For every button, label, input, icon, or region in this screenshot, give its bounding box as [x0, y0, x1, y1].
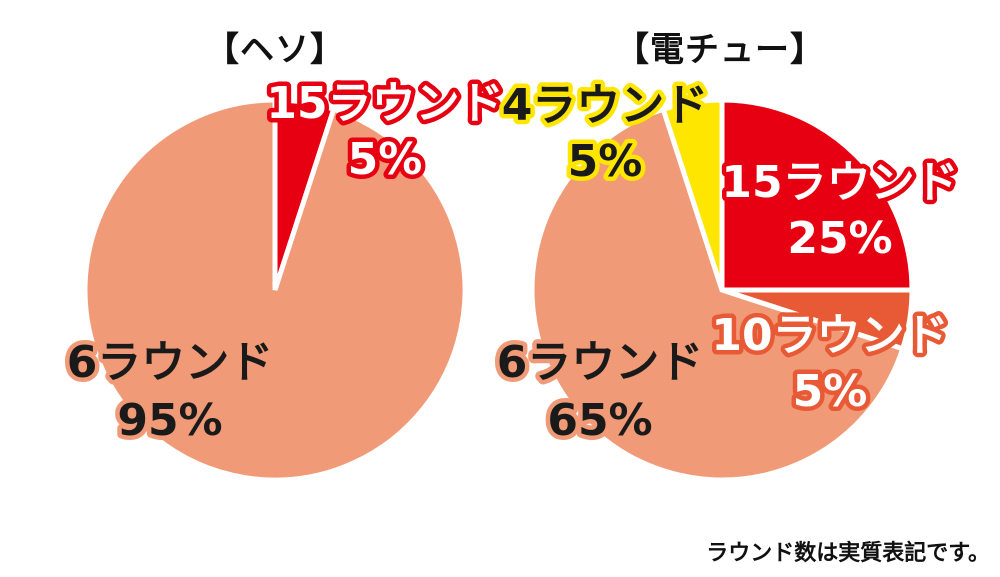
- denchu-slice-4-round: [660, 97, 725, 291]
- heso-label-6-round: 6ラウンド: [67, 337, 274, 388]
- denchu-label-10-round: 10ラウンド: [711, 310, 948, 361]
- footnote: ラウンド数は実質表記です。: [706, 541, 990, 566]
- denchu-slice-6-round: [529, 106, 906, 483]
- denchu-label-15-round: 15ラウンド: [721, 157, 958, 208]
- heso-value-6-round: 95%: [117, 395, 222, 446]
- denchu-slice-15-round: [719, 97, 915, 293]
- heso-slice-6-round: [82, 97, 468, 483]
- denchu-value-4-round: 5%: [568, 136, 643, 187]
- denchu-chart-title: 【電チュー】: [615, 30, 825, 70]
- denchu-label-6-round: 6ラウンド: [497, 337, 704, 388]
- denchu-label-4-round: 4ラウンド: [502, 80, 709, 131]
- denchu-value-15-round: 25%: [787, 213, 892, 264]
- heso-value-15-round: 5%: [348, 134, 423, 185]
- heso-label-15-round: 15ラウンド: [266, 78, 503, 129]
- denchu-value-10-round: 5%: [793, 366, 868, 417]
- denchu-value-6-round: 65%: [547, 395, 652, 446]
- heso-chart-title: 【ヘソ】: [205, 30, 345, 70]
